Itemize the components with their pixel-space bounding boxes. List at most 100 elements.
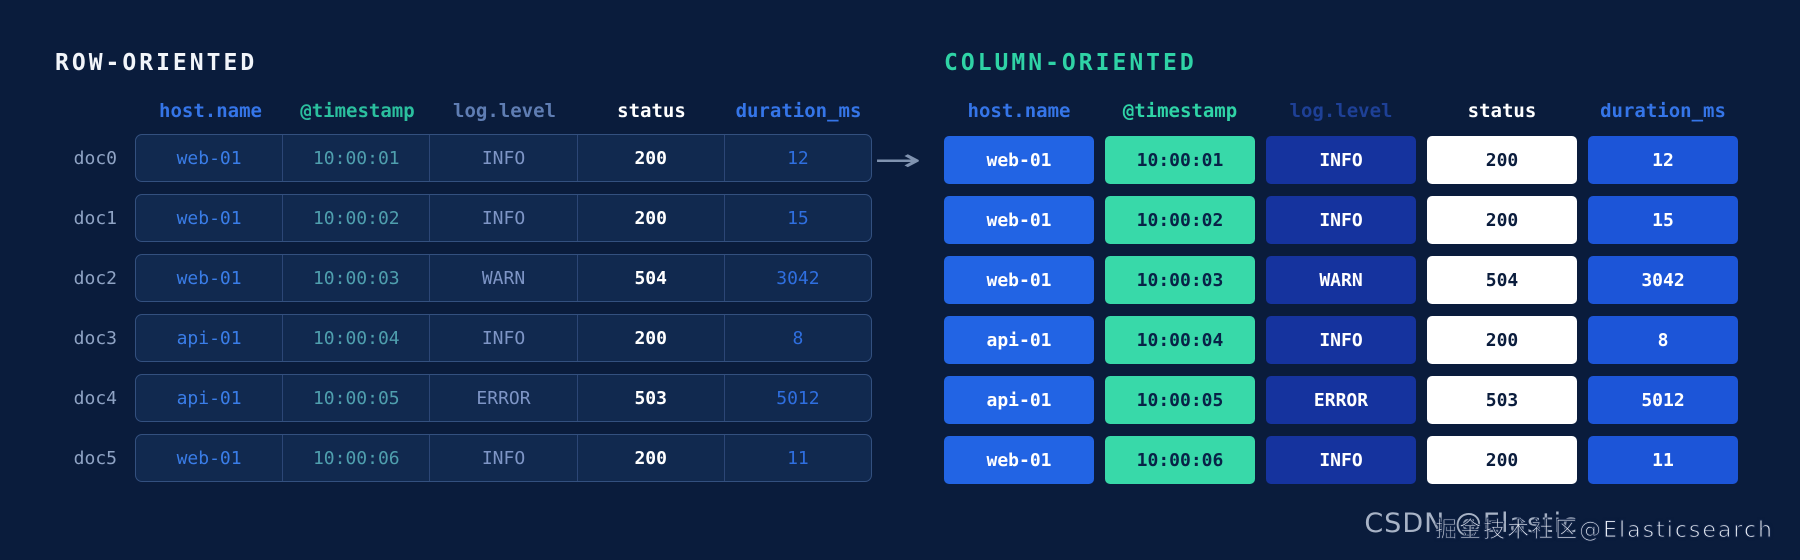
column-cell-host: web-01 <box>944 136 1094 184</box>
cell-timestamp: 10:00:04 <box>283 315 431 361</box>
column-cell-log-level: ERROR <box>1266 376 1416 424</box>
doc-label: doc0 <box>73 147 117 169</box>
cell-duration: 5012 <box>776 387 820 409</box>
header-duration-ms: duration_ms <box>735 100 862 122</box>
column-cell-status: 200 <box>1427 136 1577 184</box>
cell-host-name: web-01 <box>136 135 284 181</box>
cell-status: 200 <box>578 195 725 241</box>
row-box: web-01 10:00:06 INFO 200 11 <box>135 434 872 482</box>
column-cell-status: 200 <box>1427 196 1577 244</box>
column-status: status 200 200 504 200 503 200 <box>1427 100 1577 496</box>
cell-log-level: ERROR <box>430 375 578 421</box>
column-cell-log-level: INFO <box>1266 196 1416 244</box>
cell-duration: 3042 <box>776 267 820 289</box>
cell-host-name: web-01 <box>136 435 284 481</box>
column-grid: host.name web-01 web-01 web-01 api-01 ap… <box>944 100 1738 496</box>
cell-duration: 8 <box>792 327 804 349</box>
row-box: api-01 10:00:05 ERROR 503 5012 <box>135 374 872 422</box>
cell-log-level: INFO <box>430 135 578 181</box>
cell-host-name: web-01 <box>136 255 284 301</box>
column-cell-timestamp: 10:00:02 <box>1105 196 1255 244</box>
column-oriented-panel: COLUMN-ORIENTED host.name web-01 web-01 … <box>944 50 1738 496</box>
doc-label: doc4 <box>73 387 117 409</box>
column-duration-ms: duration_ms 12 15 3042 8 5012 11 <box>1588 100 1738 496</box>
header-timestamp: @timestamp <box>300 100 415 122</box>
cell-log-level: INFO <box>430 195 578 241</box>
watermark-csdn-text: CSDN @Elastic <box>1364 508 1578 539</box>
column-cell-timestamp: 10:00:06 <box>1105 436 1255 484</box>
doc-label: doc1 <box>73 207 117 229</box>
column-cell-host: web-01 <box>944 196 1094 244</box>
arrow-right-icon: → <box>874 143 922 178</box>
cell-timestamp: 10:00:05 <box>283 375 431 421</box>
column-cell-duration: 15 <box>1588 196 1738 244</box>
column-host-name: host.name web-01 web-01 web-01 api-01 ap… <box>944 100 1094 496</box>
column-oriented-title: COLUMN-ORIENTED <box>944 50 1197 76</box>
column-cell-duration: 11 <box>1588 436 1738 484</box>
row-oriented-title: ROW-ORIENTED <box>55 50 258 76</box>
column-cell-duration: 5012 <box>1588 376 1738 424</box>
cell-status: 200 <box>578 135 725 181</box>
watermark-overlay-text: 掘金技术社区@Elasticsearch <box>1435 518 1774 544</box>
column-cell-status: 200 <box>1427 436 1577 484</box>
cell-host-name: web-01 <box>136 195 284 241</box>
column-cell-timestamp: 10:00:05 <box>1105 376 1255 424</box>
column-cell-host: web-01 <box>944 256 1094 304</box>
column-cell-duration: 12 <box>1588 136 1738 184</box>
cell-log-level: INFO <box>430 315 578 361</box>
table-row: doc1 web-01 10:00:02 INFO 200 15 <box>55 194 872 242</box>
column-cell-log-level: INFO <box>1266 436 1416 484</box>
doc-label: doc5 <box>73 447 117 469</box>
column-cell-status: 503 <box>1427 376 1577 424</box>
column-log-level: log.level INFO INFO WARN INFO ERROR INFO <box>1266 100 1416 496</box>
header-host-name: host.name <box>967 100 1071 122</box>
cell-status: 504 <box>578 255 725 301</box>
column-cell-host: api-01 <box>944 376 1094 424</box>
row-box: api-01 10:00:04 INFO 200 8 <box>135 314 872 362</box>
column-timestamp: @timestamp 10:00:01 10:00:02 10:00:03 10… <box>1105 100 1255 496</box>
cell-timestamp: 10:00:03 <box>283 255 431 301</box>
header-status: status <box>617 100 686 122</box>
cell-log-level: INFO <box>430 435 578 481</box>
cell-status: 503 <box>578 375 725 421</box>
column-cell-host: web-01 <box>944 436 1094 484</box>
row-box: web-01 10:00:03 WARN 504 3042 <box>135 254 872 302</box>
cell-duration: 11 <box>787 447 809 469</box>
cell-timestamp: 10:00:06 <box>283 435 431 481</box>
column-cell-timestamp: 10:00:03 <box>1105 256 1255 304</box>
column-cell-timestamp: 10:00:04 <box>1105 316 1255 364</box>
table-row: doc5 web-01 10:00:06 INFO 200 11 <box>55 434 872 482</box>
column-cell-host: api-01 <box>944 316 1094 364</box>
row-oriented-panel: ROW-ORIENTED host.name @timestamp log.le… <box>55 50 872 494</box>
cell-timestamp: 10:00:02 <box>283 195 431 241</box>
column-cell-status: 200 <box>1427 316 1577 364</box>
table-row: doc4 api-01 10:00:05 ERROR 503 5012 <box>55 374 872 422</box>
cell-status: 200 <box>578 435 725 481</box>
row-table-header: host.name @timestamp log.level status du… <box>55 100 872 122</box>
column-cell-log-level: INFO <box>1266 136 1416 184</box>
cell-host-name: api-01 <box>136 315 284 361</box>
table-row: doc0 web-01 10:00:01 INFO 200 12 <box>55 134 872 182</box>
header-log-level: log.level <box>453 100 556 122</box>
column-cell-duration: 8 <box>1588 316 1738 364</box>
column-cell-timestamp: 10:00:01 <box>1105 136 1255 184</box>
table-row: doc2 web-01 10:00:03 WARN 504 3042 <box>55 254 872 302</box>
cell-status: 200 <box>578 315 725 361</box>
doc-label: doc2 <box>73 267 117 289</box>
cell-host-name: api-01 <box>136 375 284 421</box>
header-status: status <box>1467 100 1537 122</box>
watermark: CSDN @Elastic 掘金技术社区@Elasticsearch <box>1364 508 1774 546</box>
column-cell-log-level: INFO <box>1266 316 1416 364</box>
cell-duration: 12 <box>787 147 809 169</box>
table-row: doc3 api-01 10:00:04 INFO 200 8 <box>55 314 872 362</box>
header-duration-ms: duration_ms <box>1600 100 1726 122</box>
cell-log-level: WARN <box>430 255 578 301</box>
column-cell-duration: 3042 <box>1588 256 1738 304</box>
row-box: web-01 10:00:01 INFO 200 12 <box>135 134 872 182</box>
column-cell-status: 504 <box>1427 256 1577 304</box>
header-log-level: log.level <box>1289 100 1393 122</box>
header-host-name: host.name <box>159 100 262 122</box>
header-timestamp: @timestamp <box>1122 100 1238 122</box>
cell-duration: 15 <box>787 207 809 229</box>
